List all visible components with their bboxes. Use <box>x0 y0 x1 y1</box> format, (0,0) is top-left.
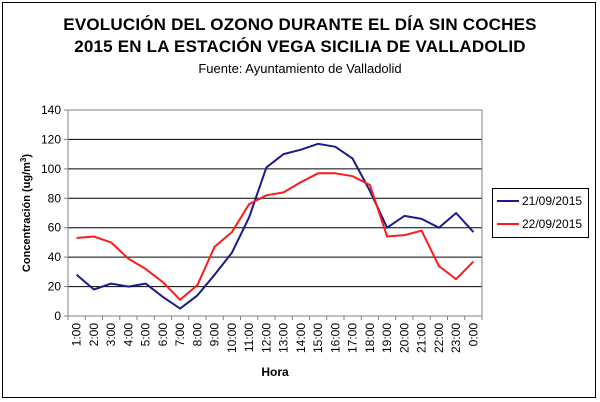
y-axis-label: Concentración (ug/m3) <box>19 154 33 272</box>
x-tick-label: 1:00 <box>70 323 84 347</box>
y-tick-label: 40 <box>48 250 62 264</box>
x-tick-label: 6:00 <box>156 323 170 347</box>
x-tick-label: 17:00 <box>346 323 360 353</box>
x-tick-label: 13:00 <box>277 323 291 353</box>
x-tick-label: 11:00 <box>242 323 256 352</box>
chart-legend: 21/09/2015 22/09/2015 <box>492 188 589 238</box>
legend-label-series-1: 21/09/2015 <box>522 194 583 208</box>
x-tick-label: 21:00 <box>415 323 429 353</box>
legend-item-series-1: 21/09/2015 <box>497 194 582 208</box>
chart-title-line2: 2015 EN LA ESTACIÓN VEGA SICILIA DE VALL… <box>74 37 526 56</box>
x-tick-label: 18:00 <box>363 323 377 353</box>
y-tick-label: 80 <box>48 191 62 205</box>
y-axis-label-superscript: 3 <box>19 157 28 162</box>
chart-title-line1: EVOLUCIÓN DEL OZONO DURANTE EL DÍA SIN C… <box>63 15 537 34</box>
x-tick-label: 9:00 <box>208 323 222 347</box>
x-tick-label: 20:00 <box>397 323 411 353</box>
x-tick-label: 4:00 <box>121 323 135 347</box>
y-axis-ticks: 0 20 40 60 80 100 120 140 <box>41 103 68 323</box>
x-tick-label: 15:00 <box>311 323 325 353</box>
x-tick-label: 10:00 <box>225 323 239 353</box>
y-tick-label: 20 <box>48 280 62 294</box>
grid-lines <box>68 138 482 288</box>
y-axis-label-text: Concentración (ug/m <box>21 162 33 272</box>
x-axis-label: Hora <box>261 365 289 379</box>
x-tick-label: 0:00 <box>466 323 480 347</box>
y-tick-label: 100 <box>41 162 61 176</box>
y-tick-label: 0 <box>54 309 61 323</box>
x-tick-label: 22:00 <box>432 323 446 353</box>
series-lines <box>75 142 475 310</box>
legend-label-series-2: 22/09/2015 <box>522 217 583 231</box>
x-tick-label: 8:00 <box>190 323 204 347</box>
y-tick-label: 120 <box>41 132 61 146</box>
x-tick-label: 12:00 <box>259 323 273 353</box>
y-tick-label: 140 <box>41 103 61 117</box>
legend-item-series-2: 22/09/2015 <box>497 217 582 231</box>
x-tick-label: 3:00 <box>104 323 118 347</box>
x-tick-label: 14:00 <box>294 323 308 353</box>
x-tick-label: 2:00 <box>87 323 101 347</box>
chart-subtitle: Fuente: Ayuntamiento de Valladolid <box>198 61 402 76</box>
x-tick-label: 5:00 <box>139 323 153 347</box>
legend-swatch-series-2 <box>497 223 519 225</box>
x-tick-label: 19:00 <box>380 323 394 353</box>
series-line-2 <box>76 172 475 301</box>
x-tick-label: 23:00 <box>449 323 463 353</box>
x-tick-label: 16:00 <box>328 323 342 353</box>
y-tick-label: 60 <box>48 221 62 235</box>
series-line-1 <box>75 142 475 310</box>
x-tick-label: 7:00 <box>173 323 187 347</box>
x-axis-ticks: 1:00 2:00 3:00 4:00 5:00 6:00 7:00 8:00 9:00 10:0… <box>67 316 483 353</box>
plot-area-border <box>67 109 483 317</box>
legend-swatch-series-1 <box>497 200 519 202</box>
y-axis-label-close: ) <box>21 154 33 158</box>
